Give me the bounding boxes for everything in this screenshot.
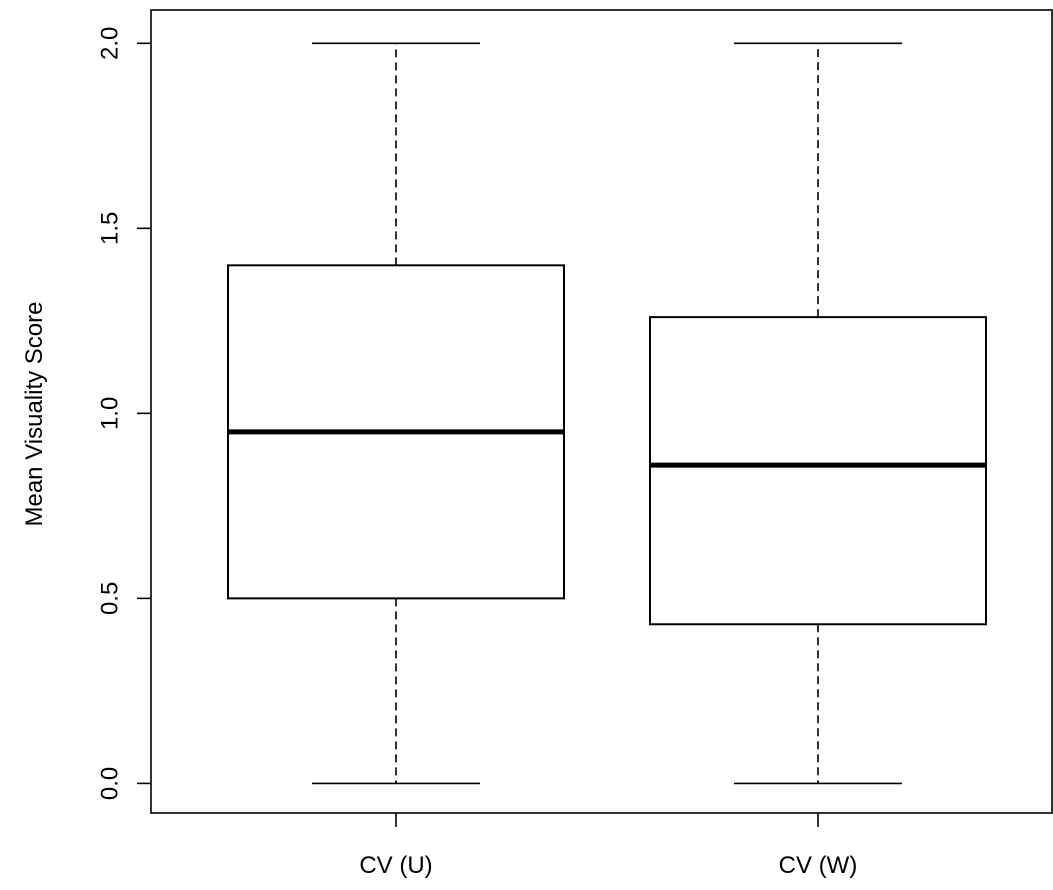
y-tick-label: 0.5: [96, 582, 123, 615]
x-tick-label: CV (U): [359, 852, 432, 879]
y-tick-label: 2.0: [96, 27, 123, 60]
y-tick-label: 1.0: [96, 397, 123, 430]
box-series: [227, 42, 987, 785]
box-2: [649, 42, 987, 785]
iqr-box: [649, 316, 987, 626]
box-1: [227, 42, 565, 785]
y-tick-label: 1.5: [96, 212, 123, 245]
x-axis: CV (U) CV (W): [359, 813, 857, 879]
y-axis-label: Mean Visuality Score: [21, 302, 48, 527]
y-tick-label: 0.0: [96, 767, 123, 800]
plot-frame: [150, 9, 1053, 814]
x-tick-label: CV (W): [779, 852, 858, 879]
y-axis: 0.0 0.5 1.0 1.5 2.0: [96, 27, 151, 800]
